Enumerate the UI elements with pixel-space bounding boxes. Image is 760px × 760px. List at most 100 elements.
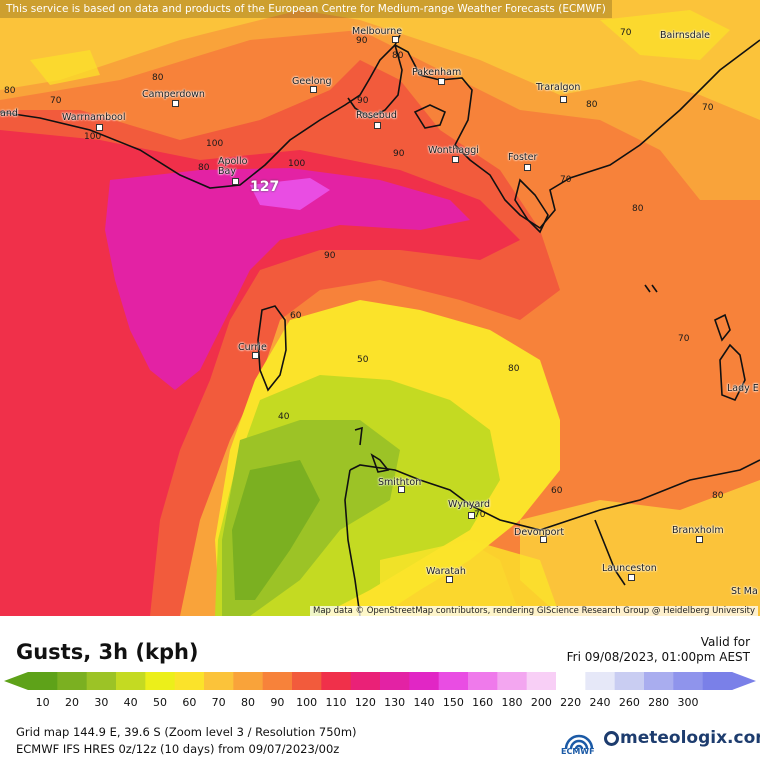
legend-swatch [174, 672, 205, 690]
legend-tick-label: 260 [618, 696, 640, 709]
legend-swatch [644, 672, 674, 690]
place-wonthaggi[interactable]: Wonthaggi [428, 145, 479, 156]
contour-label: 80 [632, 204, 644, 214]
place-wynyard[interactable]: Wynyard [448, 499, 491, 510]
legend-tick-label: 70 [211, 696, 226, 709]
tasmania-north [349, 426, 760, 531]
small-islets [644, 284, 658, 293]
contour-label: 70 [620, 28, 632, 38]
map-panel[interactable]: This service is based on data and produc… [0, 0, 760, 616]
furneaux-islands [714, 313, 746, 402]
tamar-river [594, 519, 626, 586]
contour-label: 90 [357, 96, 369, 106]
place-warrnambool[interactable]: Warrnambool [62, 112, 126, 123]
place-dot-warrnambool [96, 124, 103, 131]
contour-label: 70 [474, 510, 486, 520]
legend-swatch [438, 672, 469, 690]
contour-label: 90 [324, 251, 336, 261]
legend-tick-label: 110 [325, 696, 347, 709]
victoria-coast [0, 34, 760, 230]
ecmwf-logo-icon[interactable] [562, 726, 596, 758]
place-bairnsdale[interactable]: Bairnsdale [660, 30, 711, 41]
legend-arrow-low [4, 672, 28, 690]
field-60-patch-2 [30, 50, 100, 85]
ecmwf-logo-text: ECMWF [561, 747, 595, 756]
legend-swatch [262, 672, 293, 690]
legend-tick-label: 160 [472, 696, 494, 709]
contour-label: 40 [278, 412, 290, 422]
place-dot-wonthaggi [452, 156, 459, 163]
field-110 [105, 168, 470, 390]
field-70-north [0, 0, 760, 120]
contour-label: 80 [392, 51, 404, 61]
place-dot-branxholm [696, 536, 703, 543]
legend-tick-label: 280 [648, 696, 670, 709]
place-launceston[interactable]: Launceston [602, 563, 657, 574]
field-127-core [250, 178, 330, 210]
legend-tick-label: 220 [560, 696, 582, 709]
contour-label: 70 [560, 175, 572, 185]
field-20 [232, 460, 320, 600]
legend-tick-label: 120 [354, 696, 376, 709]
meteologix-logo[interactable]: meteologix.com [620, 728, 760, 748]
contour-label: 70 [50, 96, 62, 106]
contour-label: 70 [702, 103, 714, 113]
legend-tick-label: 100 [296, 696, 318, 709]
legend-swatch [526, 672, 557, 690]
max-gust-value: 127 [250, 179, 280, 195]
legend-swatch [145, 672, 176, 690]
legend-tick-label: 200 [530, 696, 552, 709]
legend-swatch [380, 672, 410, 690]
gust-field-map [0, 0, 760, 616]
place-foster[interactable]: Foster [508, 152, 538, 163]
legend-tick-label: 40 [123, 696, 138, 709]
place-pakenham[interactable]: Pakenham [412, 67, 462, 78]
valid-time: Fri 09/08/2023, 01:00pm AEST [566, 650, 750, 664]
map-attribution[interactable]: Map data © OpenStreetMap contributors, r… [310, 606, 758, 616]
place-apollo-bay[interactable]: Apollo Bay [218, 156, 248, 177]
place-st-marys[interactable]: St Ma [731, 586, 758, 597]
legend-tick-label: 130 [384, 696, 406, 709]
place-branxholm[interactable]: Branxholm [672, 525, 724, 536]
legend-swatch [116, 672, 146, 690]
place-melbourne[interactable]: Melbourne [352, 26, 403, 37]
legend-tick-label: 10 [35, 696, 50, 709]
place-dot-melbourne [392, 36, 399, 43]
place-devonport[interactable]: Devonport [514, 527, 565, 538]
wilsons-prom [514, 178, 549, 234]
legend-swatch [321, 672, 352, 690]
contour-label: 80 [198, 163, 210, 173]
place-land[interactable]: and [0, 108, 18, 119]
legend-tick-label: 180 [501, 696, 523, 709]
chart-title: Gusts, 3h (kph) [16, 640, 199, 664]
phillip-island [413, 104, 447, 129]
place-currie[interactable]: Currie [238, 342, 267, 353]
place-lady-barron[interactable]: Lady E [727, 383, 759, 394]
place-dot-devonport [540, 536, 547, 543]
legend-swatch [409, 672, 440, 690]
place-traralgon[interactable]: Traralgon [536, 82, 581, 93]
legend-tick-label: 60 [182, 696, 197, 709]
contour-label: 60 [290, 311, 302, 321]
contour-label: 100 [84, 132, 102, 142]
contour-label: 100 [288, 159, 306, 169]
legend-swatch [292, 672, 322, 690]
place-waratah[interactable]: Waratah [426, 566, 466, 577]
place-dot-foster [524, 164, 531, 171]
place-smithton[interactable]: Smithton [378, 477, 422, 488]
place-geelong[interactable]: Geelong [292, 76, 332, 87]
contour-label: 90 [356, 36, 368, 46]
place-dot-wynyard [468, 512, 475, 519]
contour-label: 50 [357, 355, 369, 365]
legend-swatch [614, 672, 645, 690]
king-island [257, 305, 287, 392]
legend-swatch [204, 672, 234, 690]
place-rosebud[interactable]: Rosebud [356, 110, 397, 121]
hunter-island [370, 453, 390, 473]
legend-tick-label: 150 [442, 696, 464, 709]
ecmwf-disclaimer: This service is based on data and produc… [0, 0, 612, 18]
legend-arrow-high [732, 672, 756, 690]
place-camperdown[interactable]: Camperdown [142, 89, 205, 100]
contour-label: 70 [678, 334, 690, 344]
contour-label: 80 [508, 364, 520, 374]
